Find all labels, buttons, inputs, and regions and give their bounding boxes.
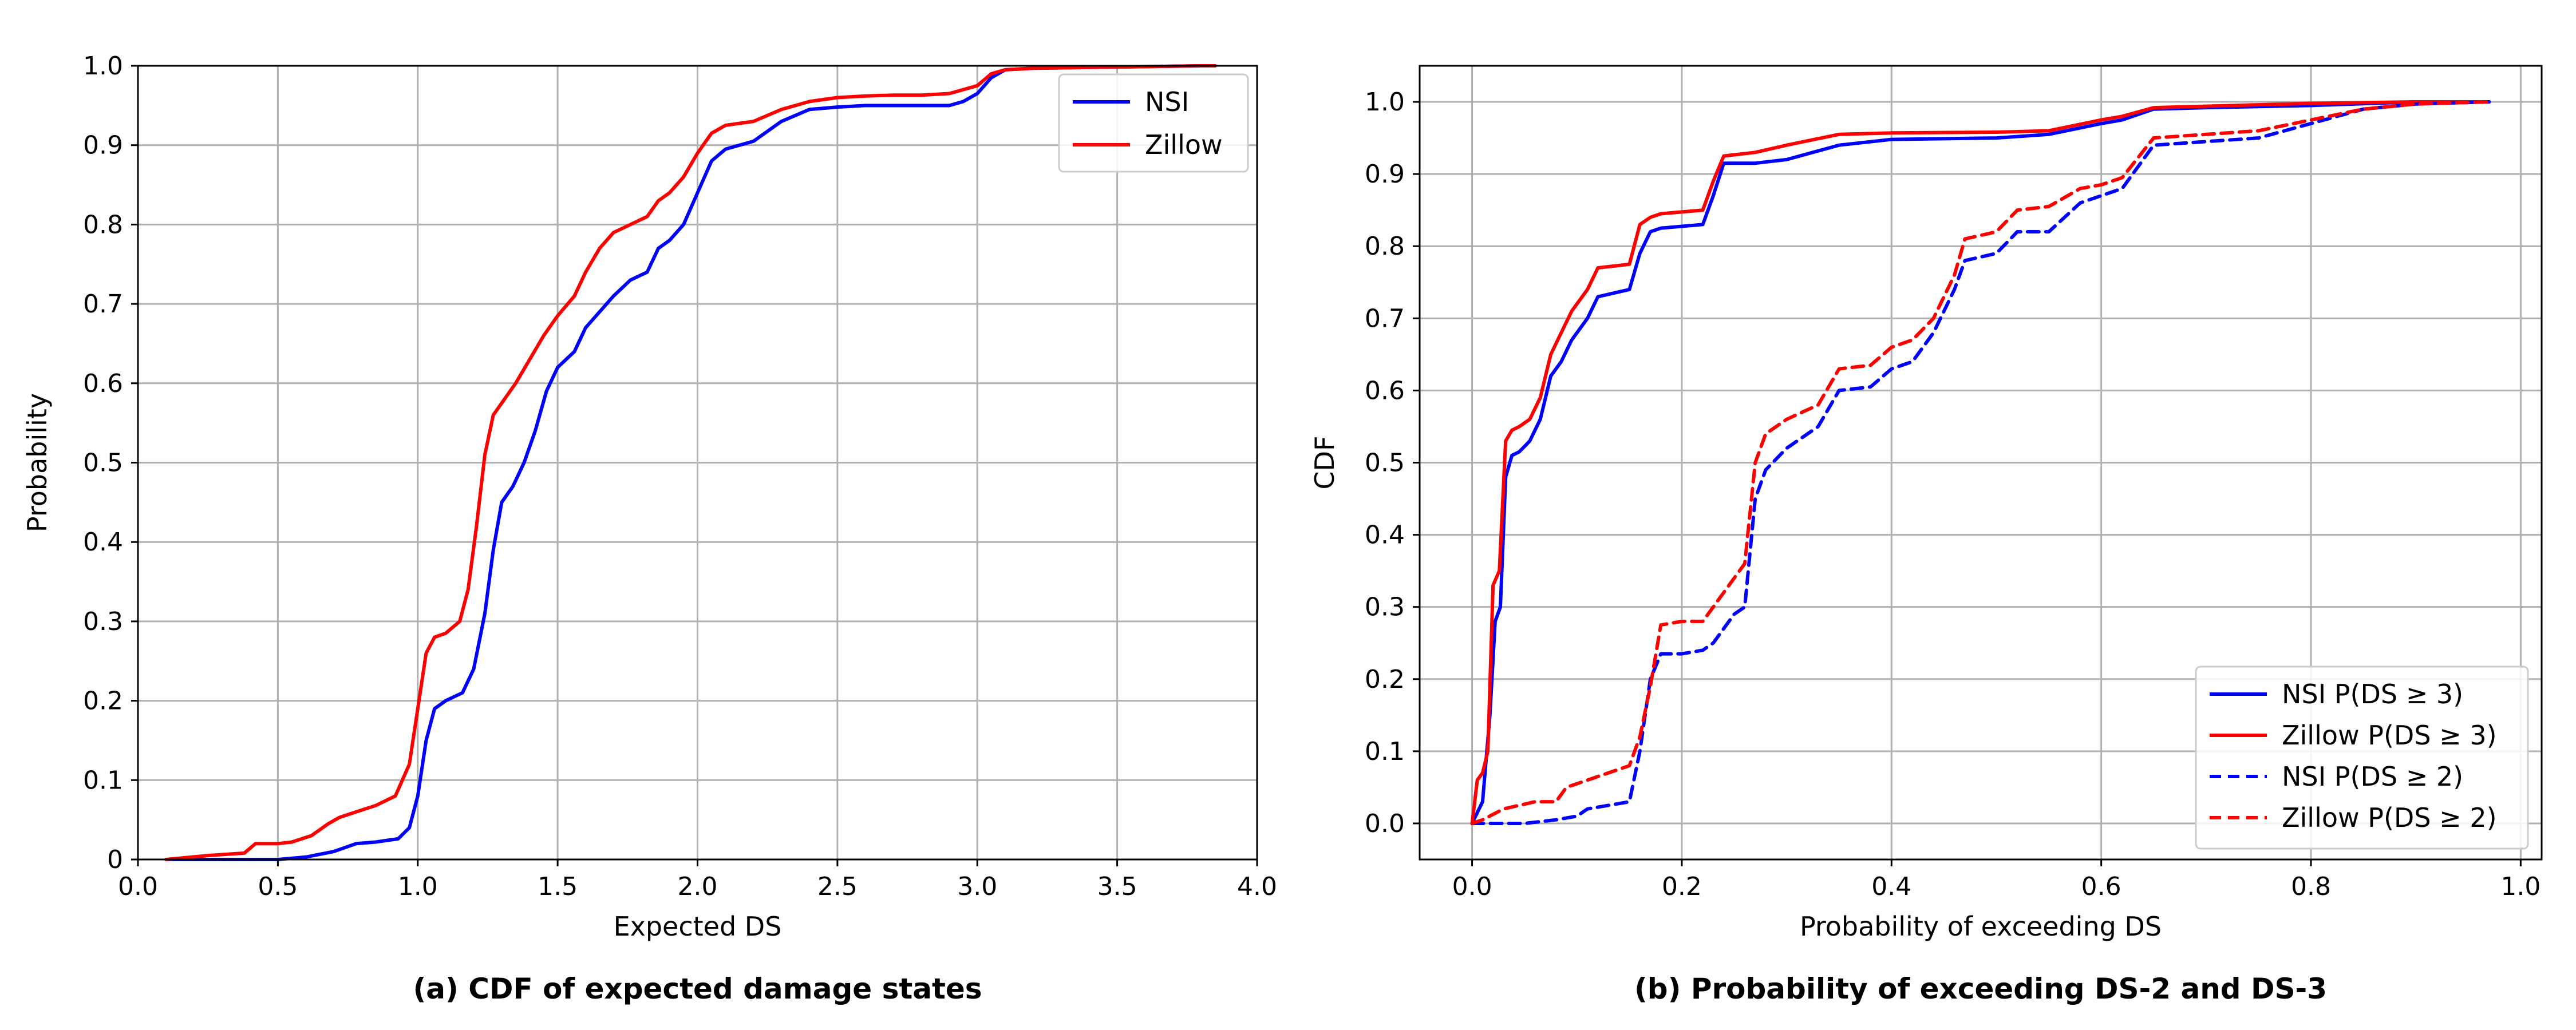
- ticks-a: 0.0 0.5 1.0 1.5 2.0 2.5 3.0 3.5 4.0 0 0.1 0.2 0.3 0.4…: [83, 52, 1277, 901]
- x-axis-label-a: Expected DS: [614, 911, 782, 942]
- legend-a: NSI Zillow: [1058, 73, 1249, 173]
- chart-panel-b: 0.0 0.2 0.4 0.6 0.8 1.0 0.0 0.1 0.2 0.3 0.4 0.5 0.6 0…: [1309, 65, 2543, 1005]
- y-tick-label: 0.2: [1365, 665, 1405, 694]
- y-tick-label: 0.4: [1365, 521, 1405, 550]
- legend-b: NSI P(DS ≥ 3) Zillow P(DS ≥ 3) NSI P(DS ≥ …: [2195, 665, 2529, 850]
- x-tick-label: 1.0: [2500, 872, 2541, 901]
- ticks-b: 0.0 0.2 0.4 0.6 0.8 1.0 0.0 0.1 0.2 0.3 0.4 0.5 0.6 0…: [1365, 88, 2541, 901]
- y-tick-label: 0.1: [1365, 737, 1405, 766]
- x-tick-label: 4.0: [1237, 872, 1277, 901]
- y-tick-label: 1.0: [83, 52, 123, 81]
- series-b: [1470, 100, 2491, 825]
- x-tick-label: 2.0: [678, 872, 718, 901]
- y-tick-label: 0.4: [83, 528, 123, 557]
- y-tick-label: 0.3: [83, 607, 123, 636]
- y-tick-label: 0.2: [83, 687, 123, 716]
- series-line-zillow: [164, 64, 1217, 861]
- legend-box: [1058, 73, 1249, 173]
- y-tick-label: 0.3: [1365, 593, 1405, 622]
- series-line-nsi: [164, 64, 1217, 861]
- legend-label: NSI P(DS ≥ 2): [2282, 761, 2463, 792]
- y-tick-label: 0.9: [1365, 160, 1405, 189]
- x-tick-label: 1.5: [538, 872, 578, 901]
- y-tick-label: 0.7: [1365, 304, 1405, 333]
- x-tick-label: 0.2: [1662, 872, 1702, 901]
- y-tick-label: 0.0: [1365, 809, 1405, 838]
- series-line-nsi-p-ds-2: [1470, 100, 2491, 825]
- x-tick-label: 0.5: [258, 872, 298, 901]
- x-tick-label: 0.0: [1452, 872, 1492, 901]
- x-tick-label: 0.6: [2081, 872, 2121, 901]
- y-axis-label-b: CDF: [1309, 436, 1340, 490]
- series-line-zillow-p-ds-2: [1470, 100, 2491, 825]
- x-tick-label: 0.4: [1871, 872, 1911, 901]
- x-axis-label-b: Probability of exceeding DS: [1800, 911, 2162, 942]
- series-a: [164, 64, 1217, 861]
- series-line-nsi-p-ds-3: [1470, 100, 2491, 825]
- y-tick-label: 1.0: [1365, 88, 1405, 117]
- x-tick-label: 1.0: [398, 872, 438, 901]
- x-tick-label: 0.8: [2291, 872, 2331, 901]
- y-tick-label: 0: [107, 845, 123, 874]
- y-tick-label: 0.6: [83, 369, 123, 398]
- y-axis-label-a: Probability: [22, 393, 53, 532]
- grid-a: [137, 65, 1258, 861]
- y-tick-label: 0.6: [1365, 376, 1405, 405]
- legend-box: [2195, 665, 2529, 850]
- legend-label: Zillow P(DS ≥ 3): [2282, 720, 2497, 751]
- y-tick-label: 0.8: [1365, 232, 1405, 261]
- x-tick-label: 3.0: [957, 872, 997, 901]
- legend-label: NSI: [1145, 86, 1189, 117]
- caption-a: (a) CDF of expected damage states: [413, 972, 982, 1005]
- grid-b: [1420, 66, 2542, 859]
- y-tick-label: 0.1: [83, 766, 123, 795]
- y-tick-label: 0.9: [83, 131, 123, 160]
- y-tick-label: 0.5: [83, 449, 123, 478]
- y-tick-label: 0.5: [1365, 449, 1405, 478]
- chart-panel-a: 0.0 0.5 1.0 1.5 2.0 2.5 3.0 3.5 4.0 0 0.1 0.2 0.3 0.4…: [22, 52, 1277, 1005]
- legend-label: NSI P(DS ≥ 3): [2282, 679, 2463, 710]
- legend-label: Zillow P(DS ≥ 2): [2282, 802, 2497, 833]
- y-tick-label: 0.7: [83, 290, 123, 319]
- x-tick-label: 0.0: [118, 872, 158, 901]
- y-tick-label: 0.8: [83, 210, 123, 239]
- x-tick-label: 2.5: [817, 872, 858, 901]
- legend-label: Zillow: [1145, 129, 1223, 160]
- caption-b: (b) Probability of exceeding DS-2 and DS…: [1634, 972, 2327, 1005]
- series-line-zillow-p-ds-3: [1470, 100, 2491, 825]
- x-tick-label: 3.5: [1097, 872, 1137, 901]
